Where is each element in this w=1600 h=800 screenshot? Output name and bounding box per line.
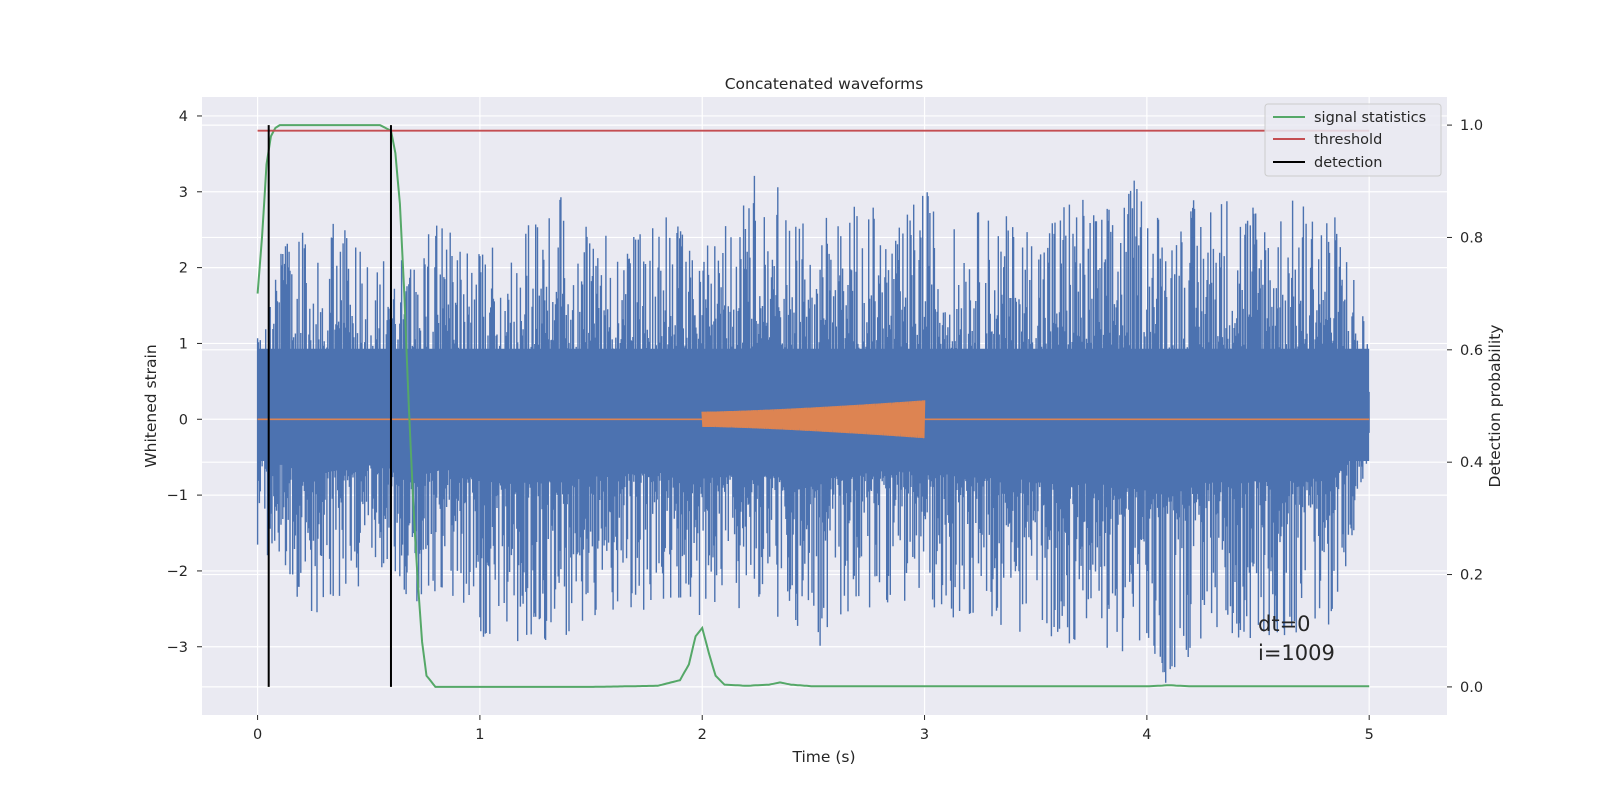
legend: signal statistics threshold detection <box>1264 103 1442 177</box>
x-tick-label: 0 <box>253 727 262 743</box>
x-tick-label: 4 <box>1142 727 1151 743</box>
y2-tick-label: 0.4 <box>1460 455 1483 471</box>
y2-tick-label: 1.0 <box>1460 118 1483 134</box>
y-tick-label: −2 <box>167 564 188 580</box>
detection-lines <box>267 125 392 687</box>
legend-box <box>1264 103 1442 177</box>
x-tick-label: 2 <box>698 727 707 743</box>
x-axis-label: Time (s) <box>791 748 855 766</box>
signal-statistics-line <box>256 124 1370 688</box>
y-tick-label: −3 <box>167 640 188 656</box>
annotation-dt: dt=0 <box>1258 612 1311 636</box>
axis-ticks: 0 1 2 3 4 5 4 3 2 1 0 −1 −2 −3 1.0 0.8 0.6 0.4 0.2 0.0 <box>167 109 1483 743</box>
legend-label-threshold: threshold <box>1314 132 1382 148</box>
y2-tick-label: 0.2 <box>1460 568 1483 584</box>
legend-label-signal-statistics: signal statistics <box>1314 110 1426 126</box>
y-tick-label: 0 <box>179 412 188 428</box>
y2-tick-label: 0.8 <box>1460 230 1483 246</box>
y-tick-label: −1 <box>167 488 188 504</box>
x-tick-label: 5 <box>1365 727 1374 743</box>
y2-tick-label: 0.6 <box>1460 343 1483 359</box>
chart-title: Concatenated waveforms <box>725 75 924 93</box>
y2-axis-label: Detection probability <box>1486 325 1504 488</box>
y-axis-label: Whitened strain <box>142 344 160 467</box>
annotation-index: i=1009 <box>1258 641 1335 665</box>
strain-series-band <box>257 348 1370 461</box>
y2-tick-label: 0.0 <box>1460 680 1483 696</box>
y-tick-label: 1 <box>179 336 188 352</box>
x-tick-label: 1 <box>475 727 484 743</box>
waveform-chirp <box>701 400 926 439</box>
y-tick-label: 4 <box>179 109 188 125</box>
x-tick-label: 3 <box>920 727 929 743</box>
legend-label-detection: detection <box>1314 155 1382 171</box>
y-tick-label: 3 <box>179 185 188 201</box>
y-tick-label: 2 <box>179 261 188 277</box>
